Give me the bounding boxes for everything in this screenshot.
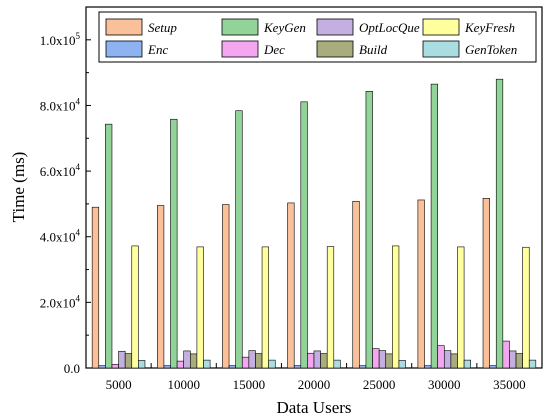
bar-build-25000: [385, 353, 393, 369]
bar-gentoken-35000: [528, 359, 537, 369]
x-tick-label: 15000: [233, 377, 266, 392]
bar-dec-15000: [241, 356, 250, 369]
bar-gentoken-20000: [333, 359, 341, 369]
bar-gentoken-25000: [398, 360, 406, 369]
bar-keygen-35000: [495, 78, 504, 369]
bar-enc-10000: [163, 365, 171, 369]
bar-enc-20000: [293, 365, 302, 369]
bar-optlocque-20000: [313, 350, 321, 369]
bar-optlocque-10000: [183, 350, 191, 369]
y-axis-title: Time (ms): [9, 152, 28, 223]
legend: Setup Enc KeyGen Dec OptLocQue Build KeyFresh G…: [98, 11, 537, 63]
y-tick-label: 8.0x104: [40, 96, 81, 113]
legend-label-gentoken: GenToken: [465, 42, 517, 57]
bar-gentoken-10000: [203, 359, 211, 369]
bar-keygen-20000: [300, 101, 308, 369]
bar-build-10000: [190, 353, 198, 369]
bar-keygen-10000: [170, 118, 178, 369]
legend-swatch-optlocque: [316, 18, 354, 36]
legend-swatch-enc: [105, 40, 143, 58]
x-axis: 5000 10000 15000 20000 25000 30000 35000: [85, 363, 543, 392]
y-tick-label: 2.0x104: [40, 293, 81, 310]
bar-enc-25000: [359, 365, 367, 369]
x-tick-label: 35000: [493, 377, 526, 392]
bar-setup-20000: [287, 202, 295, 369]
bar-build-20000: [320, 353, 328, 369]
bar-build-35000: [515, 353, 523, 369]
legend-label-keygen: KeyGen: [263, 20, 306, 35]
bar-gentoken-30000: [463, 359, 471, 369]
bar-enc-5000: [98, 365, 106, 369]
y-tick-label: 1.0x105: [40, 31, 81, 48]
bar-gentoken-5000: [138, 360, 146, 369]
bar-keyfresh-10000: [196, 246, 204, 369]
legend-label-optlocque: OptLocQue: [359, 20, 420, 35]
legend-label-keyfresh: KeyFresh: [464, 20, 515, 35]
bar-enc-15000: [228, 365, 236, 369]
bar-keyfresh-25000: [392, 245, 400, 369]
bar-gentoken-15000: [268, 359, 276, 369]
bar-dec-25000: [372, 348, 380, 369]
bar-build-5000: [124, 353, 133, 369]
bar-keyfresh-20000: [326, 246, 335, 369]
legend-label-build: Build: [359, 42, 388, 57]
bar-setup-25000: [352, 200, 360, 369]
bar-setup-10000: [157, 205, 165, 369]
legend-swatch-setup: [105, 18, 143, 36]
bar-optlocque-35000: [509, 350, 517, 369]
bar-setup-35000: [482, 198, 490, 369]
bar-dec-5000: [111, 364, 119, 369]
bar-keygen-25000: [365, 91, 373, 369]
bar-dec-10000: [176, 360, 185, 369]
bar-keyfresh-5000: [131, 245, 139, 369]
bar-build-15000: [255, 353, 263, 369]
bar-optlocque-25000: [378, 350, 387, 369]
bar-enc-30000: [424, 365, 432, 369]
bar-enc-35000: [489, 365, 497, 369]
bar-dec-30000: [437, 345, 445, 369]
x-tick-label: 25000: [363, 377, 396, 392]
bar-setup-30000: [417, 199, 425, 369]
y-axis: 0.0 2.0x104 4.0x104 6.0x104 8.0x104 1.0x105: [40, 31, 91, 376]
bar-keygen-5000: [105, 123, 113, 369]
bar-optlocque-15000: [248, 350, 256, 369]
legend-swatch-build: [316, 40, 354, 58]
bar-keyfresh-35000: [522, 246, 530, 369]
y-tick-label: 6.0x104: [40, 162, 81, 179]
legend-swatch-keyfresh: [422, 18, 460, 36]
legend-swatch-dec: [221, 40, 259, 58]
bar-optlocque-30000: [443, 350, 452, 369]
bar-keyfresh-15000: [261, 246, 269, 369]
x-tick-label: 5000: [106, 377, 132, 392]
legend-label-setup: Setup: [148, 20, 177, 35]
bar-setup-5000: [91, 206, 100, 369]
bar-keygen-30000: [430, 83, 438, 369]
bar-dec-35000: [502, 340, 510, 369]
x-axis-title: Data Users: [276, 398, 351, 417]
legend-label-enc: Enc: [147, 42, 168, 57]
legend-label-dec: Dec: [263, 42, 285, 57]
bar-keyfresh-30000: [457, 246, 465, 369]
bar-setup-15000: [222, 204, 230, 369]
x-tick-label: 20000: [298, 377, 331, 392]
y-tick-label: 4.0x104: [40, 228, 81, 245]
y-tick-label: 0.0: [64, 361, 80, 376]
bars-layer: [91, 78, 537, 369]
x-tick-label: 30000: [428, 377, 461, 392]
bar-dec-20000: [307, 352, 315, 369]
bar-build-30000: [450, 353, 458, 369]
bar-optlocque-5000: [118, 350, 126, 369]
legend-swatch-gentoken: [422, 40, 460, 58]
bar-keygen-15000: [235, 110, 243, 369]
legend-swatch-keygen: [221, 18, 259, 36]
x-tick-label: 10000: [167, 377, 200, 392]
